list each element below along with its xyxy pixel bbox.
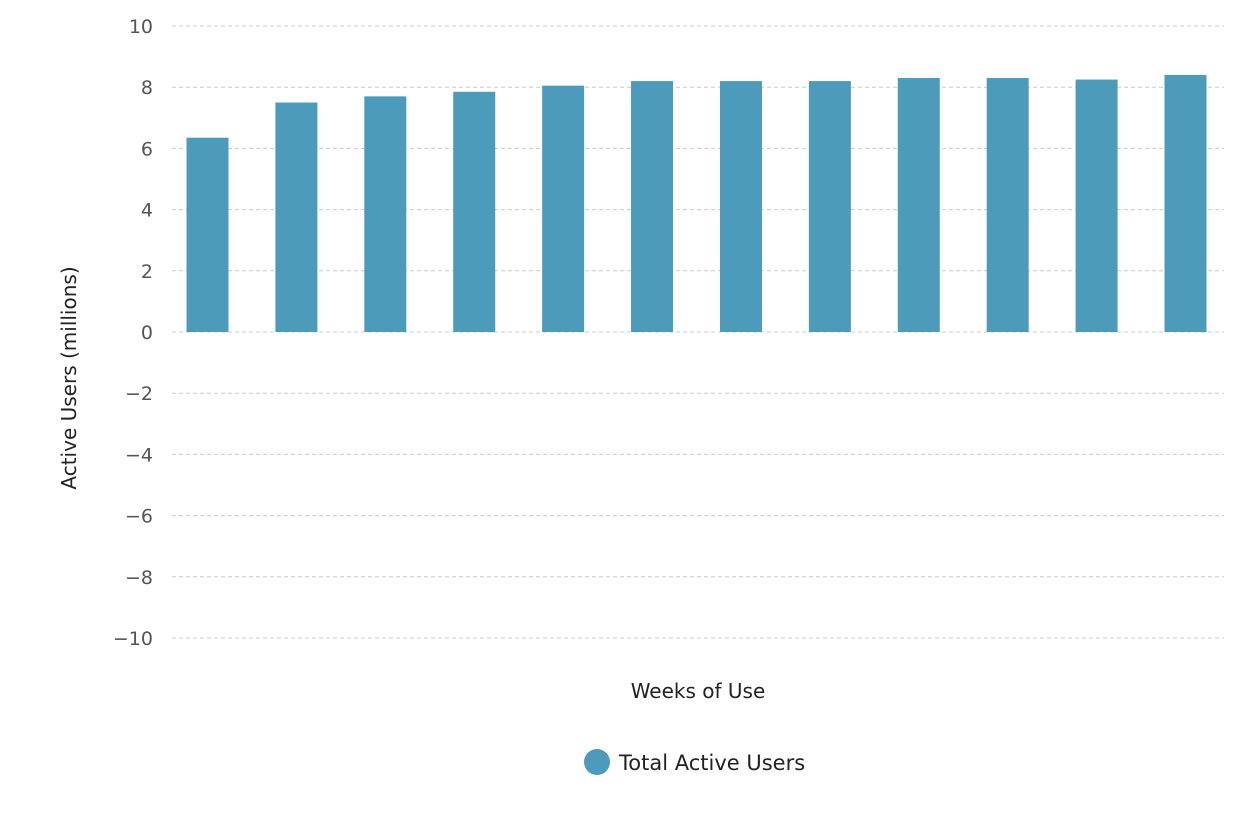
y-tick-label: 8 bbox=[141, 77, 153, 99]
y-tick-label: 2 bbox=[141, 261, 153, 283]
bars bbox=[186, 74, 1207, 333]
bar[interactable] bbox=[1075, 79, 1118, 332]
y-tick-label: −8 bbox=[125, 567, 153, 589]
bar[interactable] bbox=[364, 96, 407, 332]
x-axis-title: Weeks of Use bbox=[631, 679, 766, 703]
bar[interactable] bbox=[453, 91, 496, 332]
bar[interactable] bbox=[186, 137, 229, 332]
bar[interactable] bbox=[1164, 74, 1207, 333]
bar[interactable] bbox=[808, 81, 851, 332]
y-tick-label: −4 bbox=[125, 444, 153, 466]
y-tick-label: −10 bbox=[113, 628, 153, 650]
y-tick-label: −2 bbox=[125, 383, 153, 405]
bar[interactable] bbox=[275, 102, 318, 333]
bar[interactable] bbox=[986, 78, 1029, 333]
y-tick-label: 0 bbox=[141, 322, 153, 344]
y-tick-label: 6 bbox=[141, 138, 153, 160]
legend-swatch-total-active-users bbox=[584, 749, 610, 775]
bar[interactable] bbox=[631, 81, 674, 332]
y-tick-label: 10 bbox=[129, 16, 153, 38]
y-axis-ticks: 10 8 6 4 2 0 −2 −4 −6 −8 −10 bbox=[113, 16, 153, 650]
y-axis-title: Active Users (millions) bbox=[57, 266, 81, 489]
y-tick-label: 4 bbox=[141, 200, 153, 222]
bar[interactable] bbox=[897, 78, 940, 333]
bar[interactable] bbox=[719, 81, 762, 332]
legend[interactable]: Total Active Users bbox=[584, 749, 805, 775]
gridlines bbox=[172, 25, 1224, 639]
bar[interactable] bbox=[542, 85, 585, 332]
legend-label-total-active-users: Total Active Users bbox=[618, 751, 805, 775]
y-tick-label: −6 bbox=[125, 506, 153, 528]
